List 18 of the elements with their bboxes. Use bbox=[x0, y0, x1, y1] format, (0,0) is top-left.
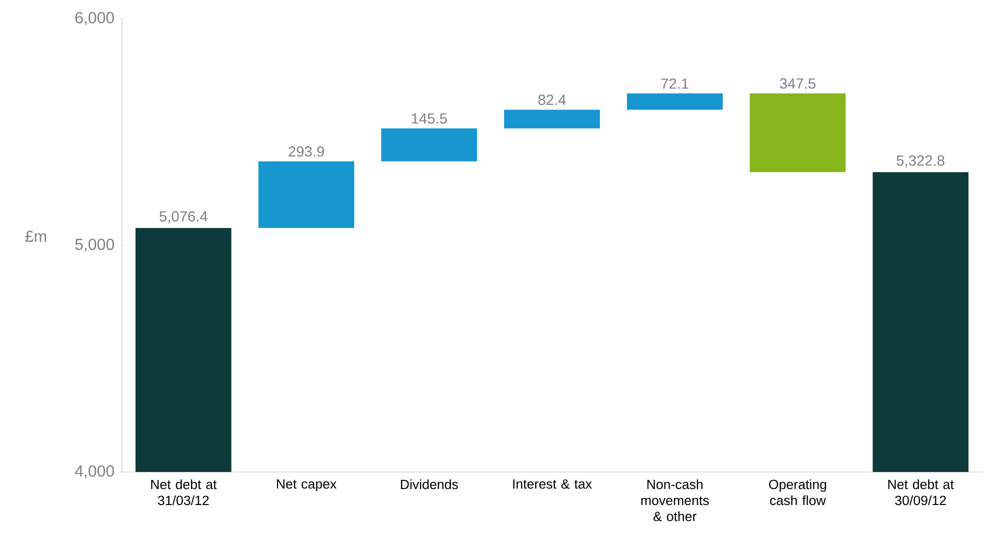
x-tick-label: Operating cash flow bbox=[769, 479, 826, 506]
data-label: 293.9 bbox=[288, 146, 324, 157]
data-label: 72.1 bbox=[661, 78, 688, 89]
y-tick-label: 5,000 bbox=[75, 238, 114, 252]
data-label: 82.4 bbox=[538, 94, 566, 106]
x-tick-label: Net debt at 30/09/12 bbox=[888, 479, 954, 506]
x-tick-label: Non-cash movements & other bbox=[641, 479, 709, 522]
x-tick-label: Interest & tax bbox=[513, 479, 592, 489]
x-tick-label: Dividends bbox=[400, 479, 458, 490]
y-tick-label: 4,000 bbox=[74, 465, 114, 479]
x-tick-label: Net debt at 31/03/12 bbox=[151, 479, 217, 506]
y-tick-label: 6,000 bbox=[75, 12, 114, 26]
data-label: 5,076.4 bbox=[160, 211, 208, 224]
x-tick-label: Net capex bbox=[276, 479, 337, 492]
data-label: 347.5 bbox=[780, 78, 816, 89]
data-label: 145.5 bbox=[412, 113, 447, 124]
y-axis-title: £m bbox=[25, 230, 46, 242]
data-label: 5,322.8 bbox=[896, 155, 944, 168]
